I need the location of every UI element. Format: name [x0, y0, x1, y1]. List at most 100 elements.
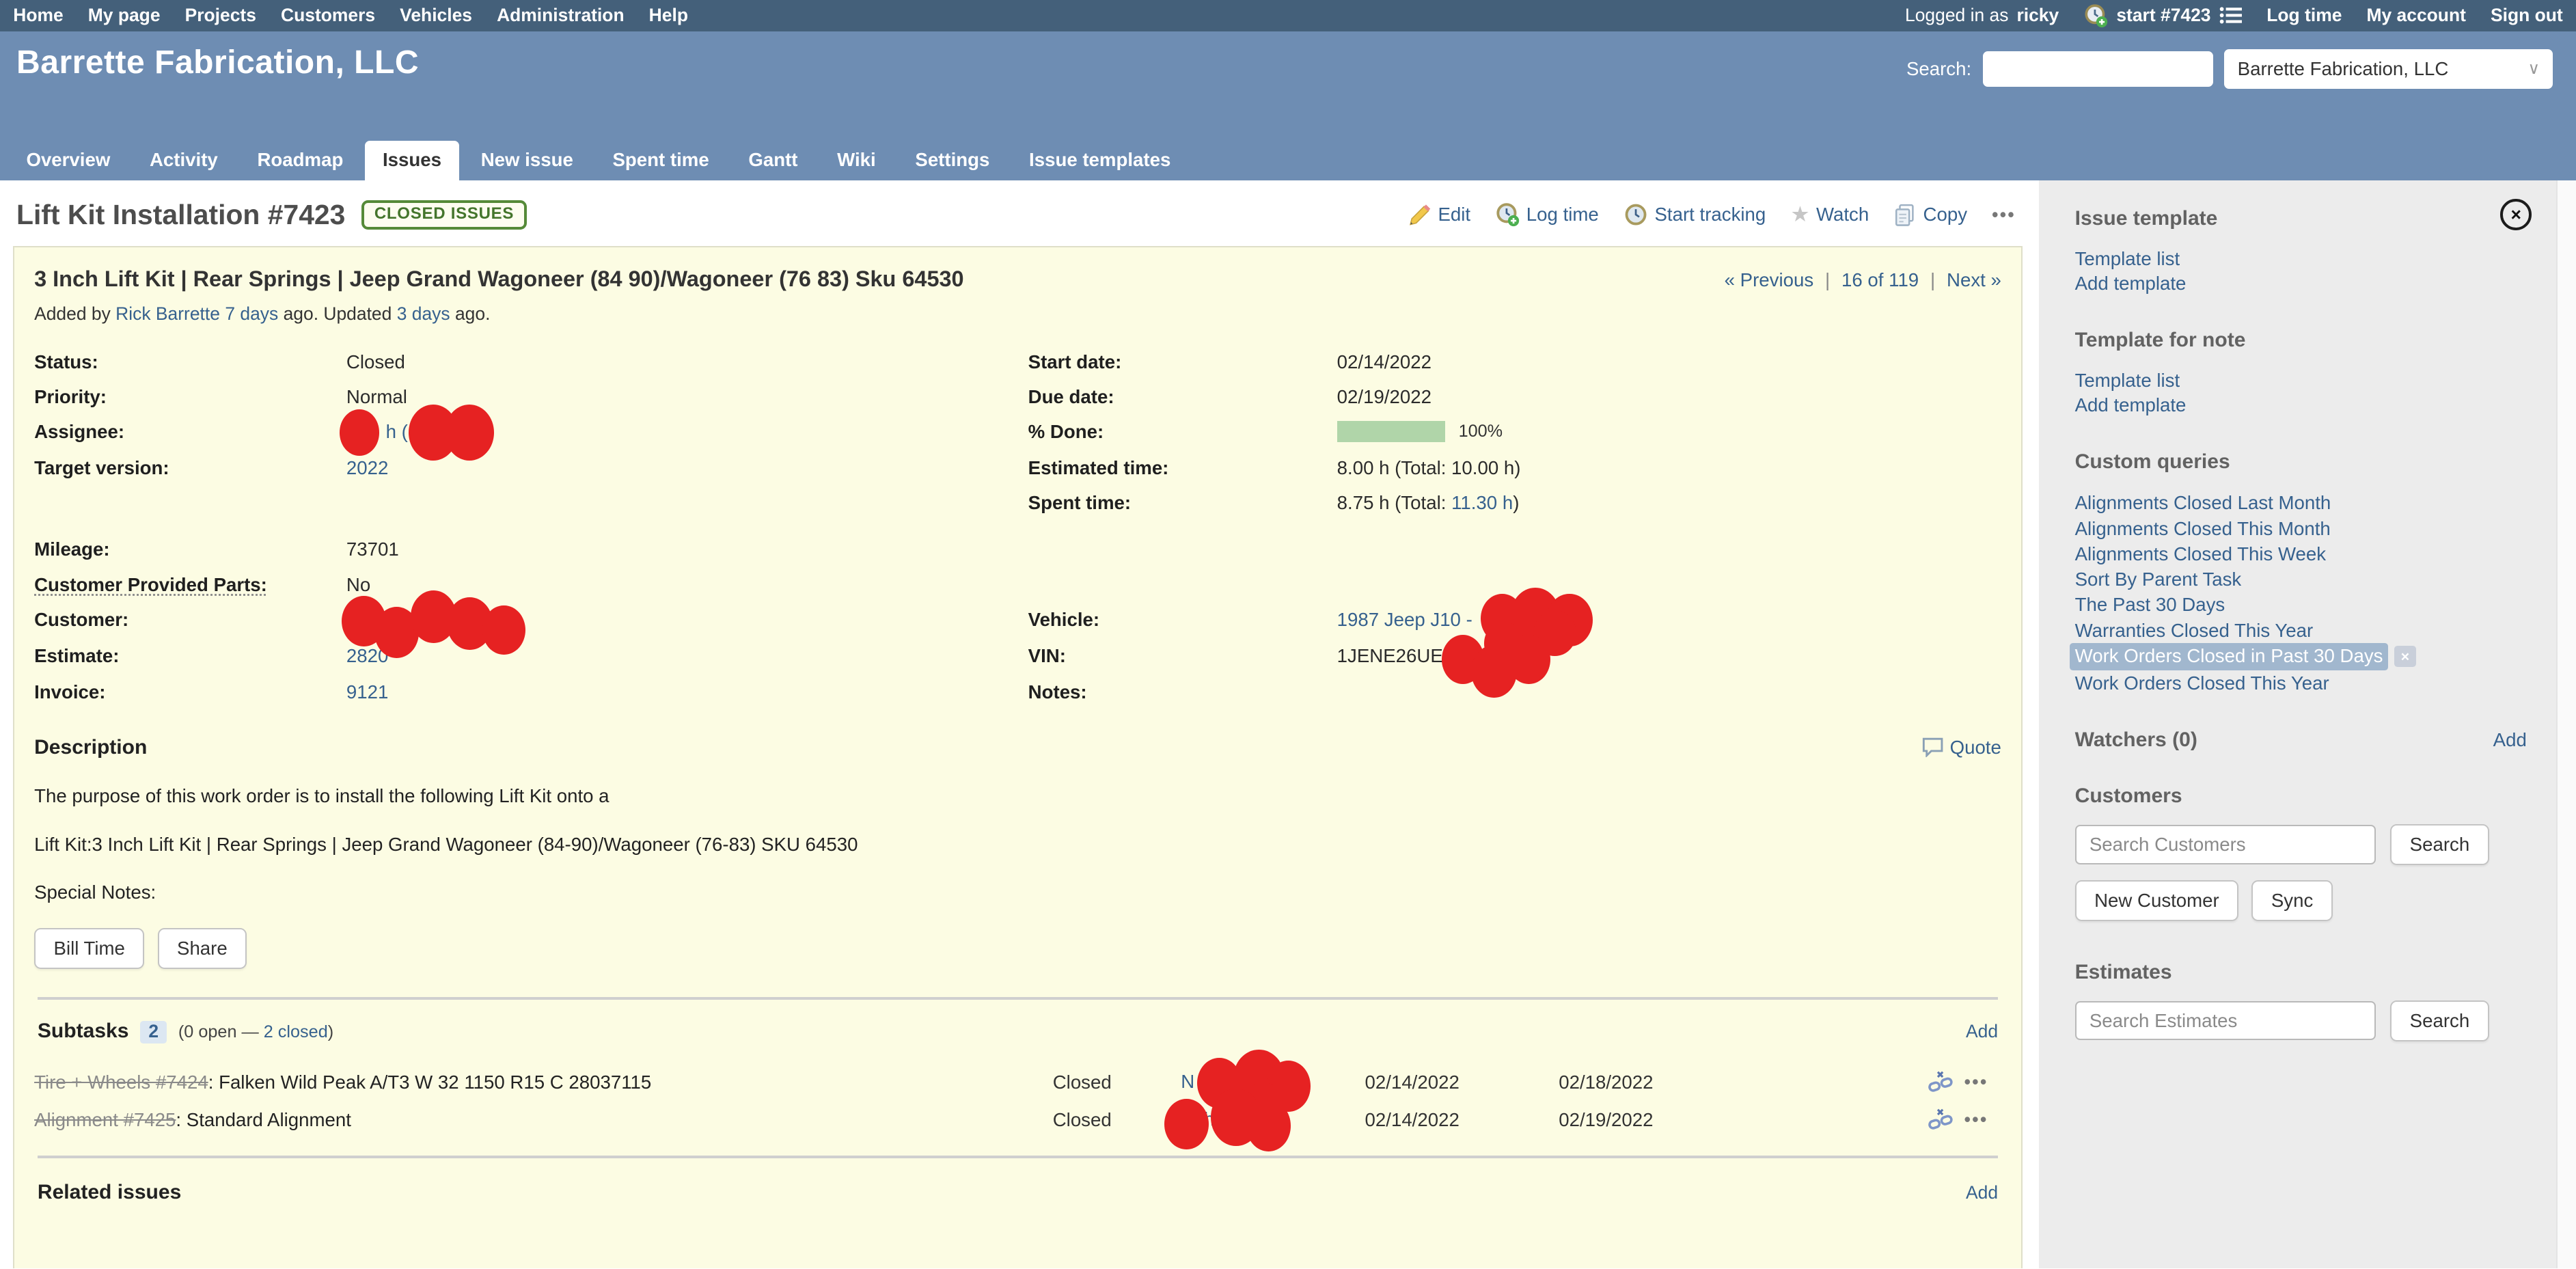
main-content: Lift Kit Installation #7423 CLOSED ISSUE…	[0, 180, 2039, 1269]
copy-button[interactable]: Copy	[1893, 204, 1967, 227]
edit-label: Edit	[1438, 204, 1471, 226]
more-actions-button[interactable]: •••	[1992, 204, 2016, 225]
author-link[interactable]: Rick Barrette	[115, 303, 220, 325]
customers-heading: Customers	[2074, 784, 2182, 808]
unlink-icon[interactable]	[1928, 1108, 1953, 1132]
custom-query-link[interactable]: The Past 30 Days	[2074, 594, 2225, 616]
subtask-more-button[interactable]: •••	[1964, 1109, 1988, 1130]
tab-settings[interactable]: Settings	[915, 149, 990, 171]
topbar-projects[interactable]: Projects	[184, 5, 256, 26]
add-watcher-link[interactable]: Add	[2493, 729, 2527, 750]
subtask-assignee-link[interactable]: N	[1181, 1070, 1195, 1092]
added-by-label: Added by	[34, 303, 111, 325]
subtasks-closed-link[interactable]: 2 closed	[263, 1022, 328, 1041]
subtask-link[interactable]: Alignment #7425	[34, 1108, 176, 1130]
subtask-assignee-redacted: N	[1181, 1049, 1328, 1132]
add-template-link[interactable]: Add template	[2074, 273, 2187, 294]
star-icon: ★	[1790, 202, 1810, 227]
subtask-due-date: 02/18/2022	[1559, 1071, 1654, 1093]
custom-query-link-selected[interactable]: Work Orders Closed in Past 30 Days	[2070, 643, 2388, 670]
topbar-administration[interactable]: Administration	[497, 5, 625, 26]
bill-time-button[interactable]: Bill Time	[34, 928, 145, 970]
description-paragraph: Special Notes:	[34, 882, 156, 903]
quote-button[interactable]: Quote	[1922, 737, 2001, 759]
pagination-separator: |	[1825, 269, 1831, 291]
tab-wiki[interactable]: Wiki	[837, 149, 876, 171]
description-paragraph: The purpose of this work order is to ins…	[34, 785, 609, 807]
topbar-my-account[interactable]: My account	[2366, 5, 2466, 26]
watch-button[interactable]: ★ Watch	[1790, 202, 1869, 227]
clock-icon	[1623, 202, 1648, 227]
scrollbar-track[interactable]	[2556, 180, 2576, 1269]
issue-pagination: « Previous | 16 of 119 | Next »	[1725, 269, 2001, 291]
tab-issue-templates[interactable]: Issue templates	[1029, 149, 1171, 171]
project-select[interactable]: Barrette Fabrication, LLC ∨	[2224, 49, 2553, 89]
custom-query-link[interactable]: Alignments Closed This Week	[2074, 543, 2327, 564]
start-date-label: Start date:	[1028, 351, 1122, 372]
issue-position-link[interactable]: 16 of 119	[1841, 269, 1919, 291]
vehicle-link[interactable]: 1987 Jeep J10 -	[1337, 608, 1472, 630]
tab-activity[interactable]: Activity	[149, 149, 218, 171]
subtask-link[interactable]: Tire + Wheels #7424	[34, 1071, 208, 1093]
log-time-button[interactable]: Log time	[1495, 202, 1599, 227]
sync-button[interactable]: Sync	[2251, 879, 2333, 921]
search-customers-input[interactable]	[2074, 825, 2376, 864]
target-version-link[interactable]: 2022	[346, 457, 389, 478]
customer-label: Customer:	[34, 608, 129, 630]
search-customers-button[interactable]: Search	[2390, 824, 2489, 866]
tab-new-issue[interactable]: New issue	[480, 149, 573, 171]
add-related-issue-link[interactable]: Add	[1966, 1182, 1999, 1203]
top-menu-bar: Home My page Projects Customers Vehicles…	[0, 0, 2576, 31]
share-button[interactable]: Share	[157, 928, 247, 970]
clear-query-icon[interactable]: ×	[2394, 646, 2416, 668]
tracker-list-icon[interactable]	[2219, 5, 2243, 25]
priority-value: Normal	[346, 385, 407, 407]
note-template-list-link[interactable]: Template list	[2074, 370, 2180, 392]
topbar-vehicles[interactable]: Vehicles	[400, 5, 472, 26]
new-customer-button[interactable]: New Customer	[2074, 879, 2239, 921]
tab-gantt[interactable]: Gantt	[748, 149, 798, 171]
topbar-home[interactable]: Home	[13, 5, 64, 26]
start-tracking-button[interactable]: Start tracking	[1623, 202, 1766, 227]
project-select-value: Barrette Fabrication, LLC	[2237, 57, 2449, 79]
tab-issues[interactable]: Issues	[364, 141, 460, 181]
topbar-sign-out[interactable]: Sign out	[2490, 5, 2563, 26]
close-icon[interactable]: ×	[2500, 198, 2532, 230]
invoice-link[interactable]: 9121	[346, 681, 389, 702]
note-add-template-link[interactable]: Add template	[2074, 394, 2187, 416]
chevron-down-icon: ∨	[2527, 59, 2540, 79]
progress-bar	[1337, 421, 1446, 443]
tab-overview[interactable]: Overview	[26, 149, 111, 171]
description-heading: Description	[34, 735, 148, 759]
subtask-row: Tire + Wheels #7424: Falken Wild Peak A/…	[34, 1049, 2001, 1132]
add-subtask-link[interactable]: Add	[1966, 1020, 1999, 1041]
created-ago-link[interactable]: 7 days	[225, 303, 279, 325]
custom-query-link[interactable]: Sort By Parent Task	[2074, 569, 2242, 590]
assignee-redacted: h (	[340, 405, 527, 461]
tab-roadmap[interactable]: Roadmap	[257, 149, 344, 171]
unlink-icon[interactable]	[1928, 1071, 1953, 1094]
topbar-my-page[interactable]: My page	[87, 5, 161, 26]
updated-ago-link[interactable]: 3 days	[396, 303, 450, 325]
status-value: Closed	[346, 351, 405, 372]
search-input[interactable]	[1983, 51, 2213, 87]
topbar-customers[interactable]: Customers	[281, 5, 376, 26]
topbar-help[interactable]: Help	[648, 5, 688, 26]
custom-query-link[interactable]: Alignments Closed Last Month	[2074, 492, 2331, 514]
spent-time-link[interactable]: 11.30 h	[1451, 492, 1513, 514]
tab-spent-time[interactable]: Spent time	[612, 149, 709, 171]
custom-query-link[interactable]: Work Orders Closed This Year	[2074, 672, 2329, 694]
start-tracker[interactable]: start #7423	[2083, 3, 2243, 28]
custom-query-link[interactable]: Warranties Closed This Year	[2074, 619, 2314, 641]
next-issue-link[interactable]: Next »	[1947, 269, 2001, 291]
subtask-more-button[interactable]: •••	[1964, 1072, 1988, 1093]
custom-query-link[interactable]: Alignments Closed This Month	[2074, 517, 2331, 539]
assignee-link[interactable]: h (	[385, 421, 408, 443]
edit-button[interactable]: Edit	[1408, 204, 1470, 227]
template-list-link[interactable]: Template list	[2074, 247, 2180, 269]
topbar-log-time[interactable]: Log time	[2266, 5, 2342, 26]
status-badge: CLOSED ISSUES	[361, 200, 527, 230]
search-estimates-button[interactable]: Search	[2390, 1000, 2489, 1041]
previous-issue-link[interactable]: « Previous	[1724, 269, 1814, 291]
search-estimates-input[interactable]	[2074, 1000, 2376, 1041]
